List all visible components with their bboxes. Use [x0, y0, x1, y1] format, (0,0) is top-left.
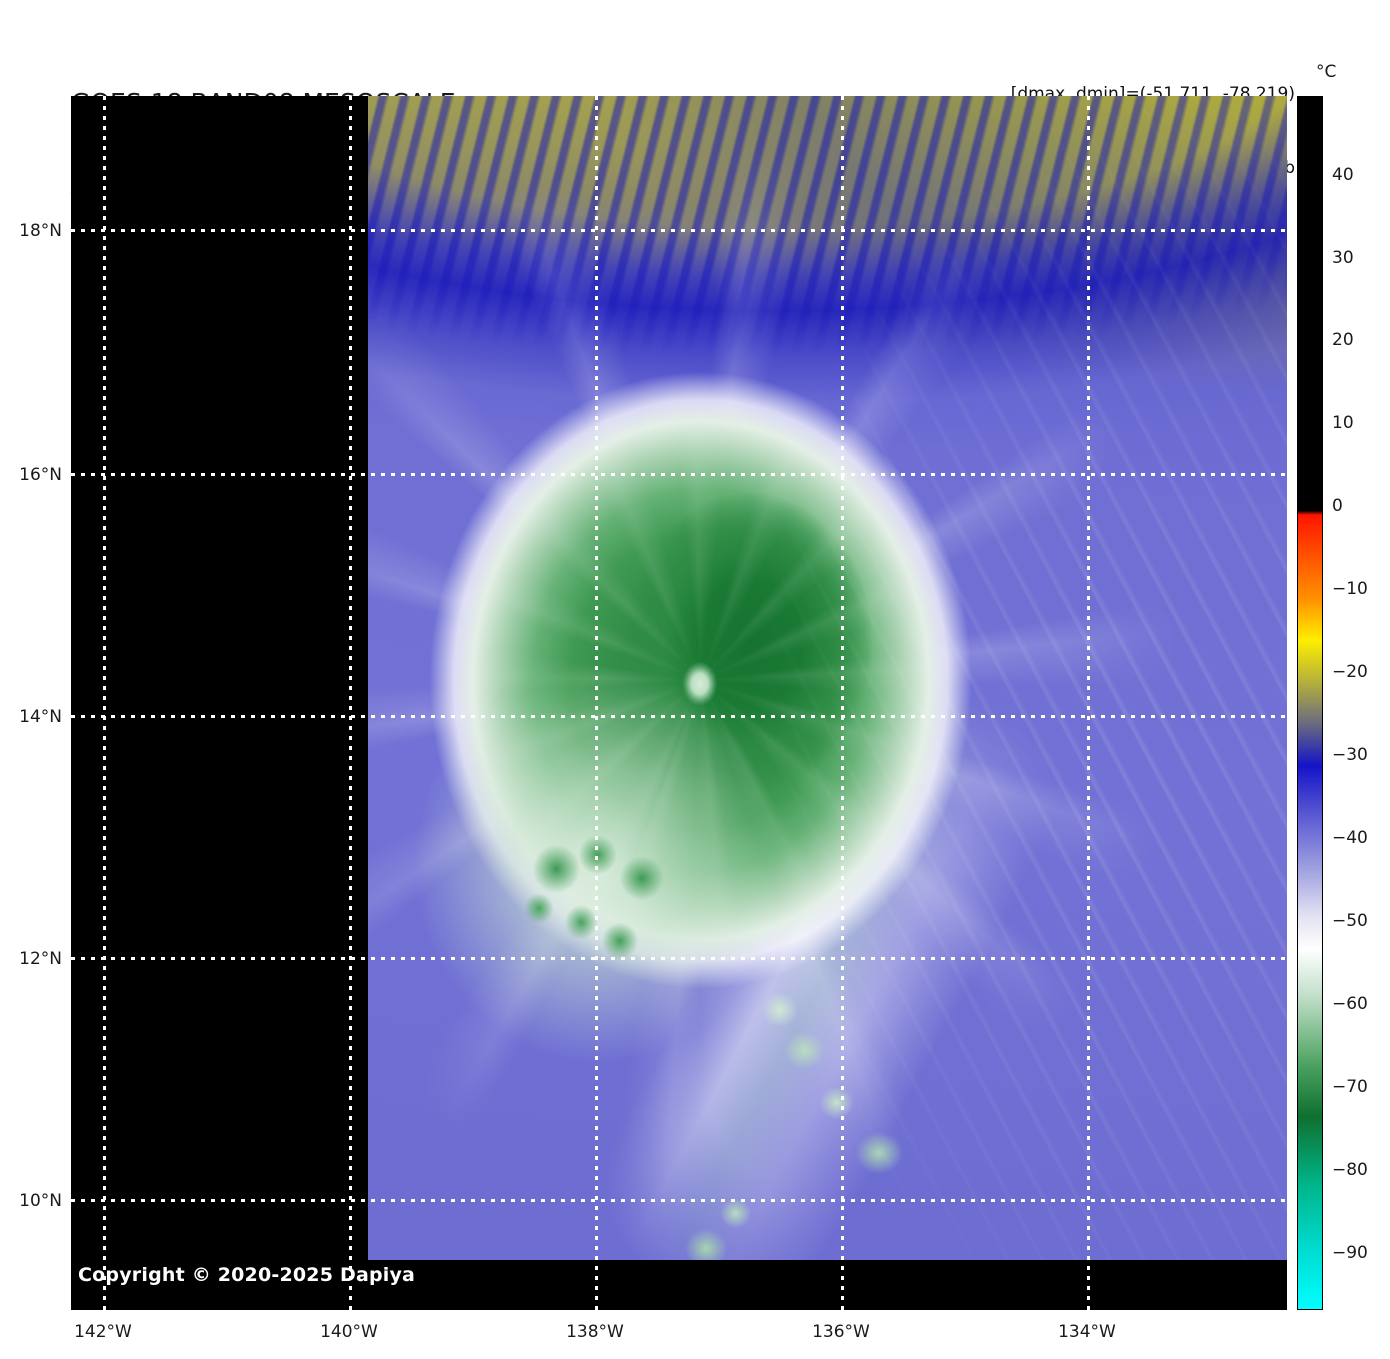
- ytick-label-10n: 10°N: [19, 1191, 62, 1211]
- satellite-image-raster: [368, 96, 1287, 1260]
- colorbar-tick-m30: −30: [1332, 745, 1368, 765]
- colorbar-tick-m20: −20: [1332, 662, 1368, 682]
- copyright-label: Copyright © 2020-2025 Dapiya: [78, 1264, 416, 1286]
- ytick-label-14n: 14°N: [19, 707, 62, 727]
- ytick-label-12n: 12°N: [19, 949, 62, 969]
- colorbar-tick-10: 10: [1332, 413, 1354, 433]
- colorbar-tick-m10: −10: [1332, 579, 1368, 599]
- colorbar-tick-m90: −90: [1332, 1243, 1368, 1263]
- colorbar-tick-m70: −70: [1332, 1077, 1368, 1097]
- satellite-plot[interactable]: Copyright © 2020-2025 Dapiya: [71, 96, 1287, 1310]
- colorbar[interactable]: [1297, 96, 1323, 1310]
- colorbar-tick-m50: −50: [1332, 911, 1368, 931]
- xtick-label-136w: 136°W: [812, 1322, 870, 1342]
- gridline-longitude-140w: [349, 96, 352, 1310]
- xtick-label-142w: 142°W: [74, 1322, 132, 1342]
- ytick-label-18n: 18°N: [19, 221, 62, 241]
- colorbar-tick-m80: −80: [1332, 1160, 1368, 1180]
- colorbar-tick-m40: −40: [1332, 828, 1368, 848]
- far-field-cirrus-layer: [368, 96, 1287, 1260]
- colorbar-tick-m60: −60: [1332, 994, 1368, 1014]
- xtick-label-140w: 140°W: [320, 1322, 378, 1342]
- colorbar-tick-30: 30: [1332, 248, 1354, 268]
- storm-eye: [368, 96, 1287, 1260]
- colorbar-tick-0: 0: [1332, 496, 1343, 516]
- gridline-longitude-142w: [103, 96, 106, 1310]
- xtick-label-138w: 138°W: [566, 1322, 624, 1342]
- colorbar-unit-label: °C: [1316, 62, 1337, 82]
- colorbar-tick-20: 20: [1332, 330, 1354, 350]
- ytick-label-16n: 16°N: [19, 465, 62, 485]
- colorbar-tick-40: 40: [1332, 165, 1354, 185]
- colorbar-gradient: [1297, 96, 1323, 1310]
- xtick-label-134w: 134°W: [1058, 1322, 1116, 1342]
